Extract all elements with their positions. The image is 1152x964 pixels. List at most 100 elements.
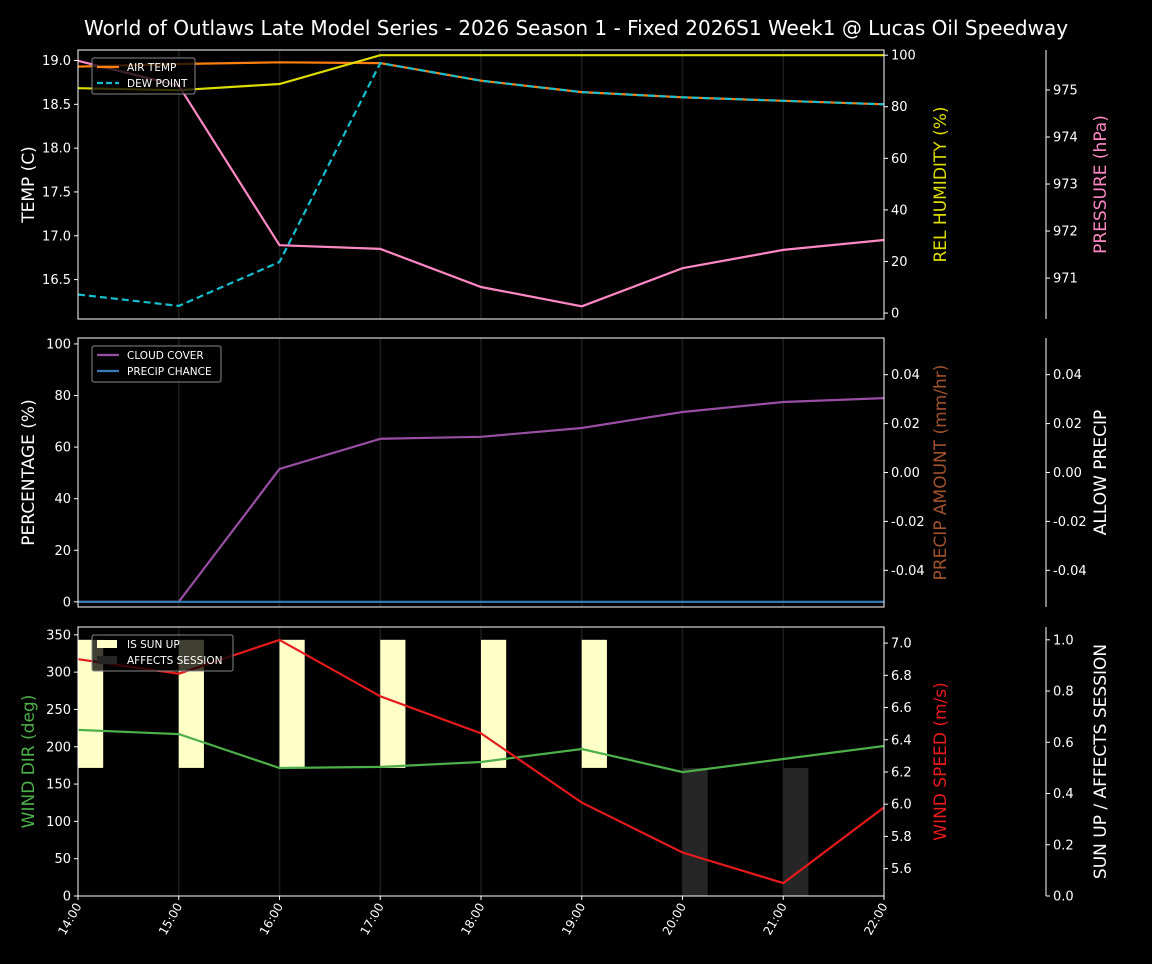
x-tick-label: 21:00 [760,901,789,938]
legend-label: AIR TEMP [127,62,176,74]
y-tick-label: 0.4 [1053,787,1074,802]
y-tick-label: -0.04 [1053,564,1087,579]
y-tick-label: 0 [63,890,71,905]
legend-swatch [97,640,117,648]
y-tick-label: 6.6 [891,701,912,716]
y-tick-label: -0.04 [891,564,925,579]
x-tick-label: 14:00 [55,901,84,938]
axis-label: TEMP (C) [19,146,39,224]
legend-label: DEW POINT [127,78,188,90]
y-tick-label: 973 [1053,178,1078,193]
y-tick-label: 50 [54,852,71,867]
y-tick-label: 0.8 [1053,685,1074,700]
y-tick-label: 18.5 [42,98,71,113]
y-tick-label: 17.0 [42,229,71,244]
y-tick-label: -0.02 [891,515,925,530]
y-tick-label: 0.6 [1053,736,1074,751]
y-tick-label: 17.5 [42,185,71,200]
legend: CLOUD COVER PRECIP CHANCE [91,345,222,383]
y-tick-label: 1.0 [1053,633,1074,648]
axis-label: WIND SPEED (m/s) [931,682,951,840]
series-line-p1-2 [77,54,884,92]
series-line-cloud-cover [78,397,885,603]
x-tick-label: 20:00 [660,901,689,938]
plot-frame [77,49,885,320]
axis-label: PRECIP AMOUNT (mm/hr) [931,365,951,581]
y-tick-label: 0.00 [891,466,920,481]
legend-label: AFFECTS SESSION [127,655,223,667]
y-tick-label: 6.0 [891,798,912,813]
x-tick-label: 16:00 [257,901,286,938]
chart-title: World of Outlaws Late Model Series - 202… [84,16,1068,40]
y-tick-label: 0.02 [1053,417,1082,432]
bar-is-sun-up [279,639,305,768]
y-tick-label: 80 [891,100,908,115]
x-tick-label: 17:00 [357,901,386,938]
y-tick-label: 20 [54,544,71,559]
legend-label: IS SUN UP [127,639,180,651]
legend: AIR TEMP DEW POINT [91,57,196,95]
x-tick-label: 15:00 [156,901,185,938]
y-tick-label: 100 [46,815,71,830]
y-tick-label: 6.2 [891,765,912,780]
y-tick-label: 975 [1053,83,1078,98]
y-tick-label: 100 [46,337,71,352]
legend-label: CLOUD COVER [127,350,204,362]
axis-label: PRESSURE (hPa) [1091,115,1111,254]
axis-label: SUN UP / AFFECTS SESSION [1091,644,1111,879]
axis-label: REL HUMIDITY (%) [931,106,951,262]
legend-box [91,634,234,672]
y-tick-label: 0 [63,595,71,610]
y-tick-label: 40 [891,203,908,218]
y-tick-label: 20 [891,255,908,270]
panel-3: 0 50 100 150 200 250 300 350 WIND DIR (deg) 5.6 5.… [19,626,1111,905]
y-tick-label: 0.04 [1053,368,1082,383]
y-tick-label: 972 [1053,225,1078,240]
y-tick-label: 60 [891,152,908,167]
y-tick-label: 0 [891,307,899,322]
bar-affects-session [783,767,809,896]
y-tick-label: 971 [1053,272,1078,287]
y-tick-label: 200 [46,740,71,755]
y-tick-label: 350 [46,628,71,643]
y-tick-label: 5.8 [891,830,912,845]
axis-label: PERCENTAGE (%) [19,399,39,545]
y-tick-label: 0.02 [891,417,920,432]
x-tick-label: 19:00 [559,901,588,938]
y-tick-label: 16.5 [42,273,71,288]
legend-label: PRECIP CHANCE [127,366,212,378]
y-tick-label: 0.0 [1053,890,1074,905]
bar-affects-session [682,767,708,896]
y-tick-label: 60 [54,441,71,456]
y-tick-label: 974 [1053,131,1078,146]
y-tick-label: 6.4 [891,733,912,748]
y-tick-label: 0.00 [1053,466,1082,481]
legend-swatch [97,656,117,664]
y-tick-label: 300 [46,666,71,681]
x-tick-label: 22:00 [861,901,890,938]
series-line-p3-0 [77,728,885,774]
y-tick-label: 250 [46,703,71,718]
series-line-dew-point [77,61,885,308]
x-tick-label: 18:00 [458,901,487,938]
y-tick-label: -0.02 [1053,515,1087,530]
y-tick-label: 18.0 [42,142,71,157]
y-tick-label: 6.8 [891,669,912,684]
y-tick-label: 100 [891,49,916,64]
axis-label: ALLOW PRECIP [1091,410,1111,536]
y-tick-label: 0.04 [891,368,920,383]
panel-1: 16.5 17.0 17.5 18.0 18.5 19.0 TEMP (C) 0 20 40 60 8… [19,49,1111,322]
bar-is-sun-up [581,639,607,768]
legend: IS SUN UP AFFECTS SESSION [91,634,234,672]
y-tick-label: 150 [46,778,71,793]
legend-box [91,345,222,383]
y-tick-label: 19.0 [42,54,71,69]
y-tick-label: 0.2 [1053,838,1074,853]
y-tick-label: 40 [54,492,71,507]
series-line-p1-3 [77,59,885,308]
axis-label: WIND DIR (deg) [19,695,39,829]
y-tick-label: 5.6 [891,862,912,877]
panel-2: 0 20 40 60 80 100 PERCENTAGE (%) -0.04 -0.02 0.00… [19,337,1111,610]
y-tick-label: 80 [54,389,71,404]
